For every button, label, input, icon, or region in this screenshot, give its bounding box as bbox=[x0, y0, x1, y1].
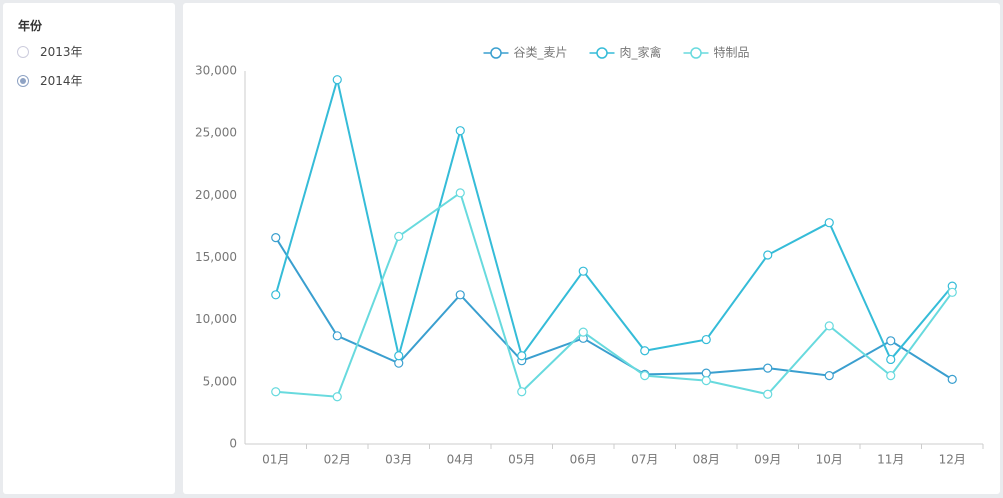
series-line bbox=[274, 237, 953, 381]
y-tick-label: 30,000 bbox=[195, 64, 237, 78]
chart-panel: 0 5,000 10,000 15,000 20,000 25,000 30,000 01月 0… bbox=[183, 3, 1000, 494]
legend-label: 肉_家禽 bbox=[620, 45, 662, 60]
data-point bbox=[824, 371, 834, 381]
data-point bbox=[332, 331, 342, 341]
legend-item: 肉_家禽 bbox=[589, 45, 662, 60]
y-tick-label: 10,000 bbox=[195, 312, 237, 326]
data-point bbox=[394, 358, 404, 368]
data-point bbox=[640, 346, 650, 356]
series-line bbox=[275, 191, 954, 398]
legend-item: 特制品 bbox=[683, 45, 750, 60]
legend-item: 谷类_麦片 bbox=[483, 46, 568, 60]
data-point bbox=[886, 354, 896, 365]
radio-option[interactable]: 2014年 bbox=[17, 72, 83, 89]
legend-marker bbox=[690, 47, 702, 59]
y-tick-label: 15,000 bbox=[195, 250, 237, 264]
data-point bbox=[824, 321, 834, 331]
x-tick-label: 02月 bbox=[324, 453, 351, 467]
data-point bbox=[517, 351, 527, 361]
x-tick-label: 04月 bbox=[447, 453, 474, 467]
radio-label: 2013年 bbox=[40, 45, 83, 59]
radio[interactable] bbox=[17, 45, 29, 58]
x-tick-label: 06月 bbox=[570, 453, 597, 467]
legend-marker bbox=[490, 47, 502, 59]
data-point bbox=[763, 389, 773, 399]
data-point bbox=[332, 392, 342, 402]
data-point bbox=[271, 290, 281, 300]
radio-label: 2014年 bbox=[40, 74, 83, 88]
x-tick-label: 05月 bbox=[508, 453, 535, 467]
data-point bbox=[271, 233, 281, 243]
y-tick-label: 25,000 bbox=[195, 126, 237, 140]
chart: 0 5,000 10,000 15,000 20,000 25,000 30,000 01月 0… bbox=[195, 45, 984, 467]
x-tick-label: 01月 bbox=[262, 453, 289, 467]
x-tick-label: 12月 bbox=[939, 453, 966, 467]
data-point bbox=[578, 266, 588, 276]
data-point bbox=[517, 387, 527, 397]
x-tick-label: 11月 bbox=[877, 453, 904, 467]
data-point bbox=[763, 250, 773, 260]
radio[interactable] bbox=[17, 74, 29, 87]
data-point bbox=[271, 387, 281, 397]
x-tick-label: 10月 bbox=[816, 453, 843, 467]
x-tick-label: 09月 bbox=[754, 453, 781, 467]
filter-title: 年份 bbox=[18, 19, 43, 33]
x-tick-label: 08月 bbox=[693, 453, 720, 467]
data-point bbox=[455, 290, 465, 300]
data-point bbox=[394, 351, 404, 361]
data-point bbox=[394, 231, 404, 241]
data-point bbox=[455, 126, 465, 136]
filter-panel: 年份 2013年 2014年 bbox=[3, 3, 175, 494]
data-point bbox=[886, 371, 896, 381]
legend-label: 特制品 bbox=[714, 45, 750, 60]
y-tick-label: 20,000 bbox=[195, 188, 237, 202]
y-tick-label: 0 bbox=[229, 437, 237, 451]
x-tick-label: 03月 bbox=[385, 453, 412, 467]
data-point bbox=[640, 371, 650, 381]
data-point bbox=[886, 336, 896, 346]
data-point bbox=[763, 363, 773, 373]
data-point bbox=[701, 334, 711, 345]
x-tick-label: 07月 bbox=[631, 453, 658, 467]
radio-option[interactable]: 2013年 bbox=[17, 43, 83, 60]
data-point bbox=[701, 375, 711, 386]
legend-marker bbox=[596, 47, 608, 59]
legend-label: 谷类_麦片 bbox=[514, 46, 568, 60]
data-point bbox=[947, 374, 957, 384]
data-point bbox=[578, 327, 588, 337]
series-line bbox=[274, 79, 954, 362]
data-point bbox=[332, 75, 342, 85]
data-point bbox=[947, 287, 957, 297]
data-point bbox=[701, 368, 711, 378]
y-tick-label: 5,000 bbox=[203, 374, 237, 388]
data-point bbox=[455, 188, 465, 198]
data-point bbox=[824, 218, 834, 228]
